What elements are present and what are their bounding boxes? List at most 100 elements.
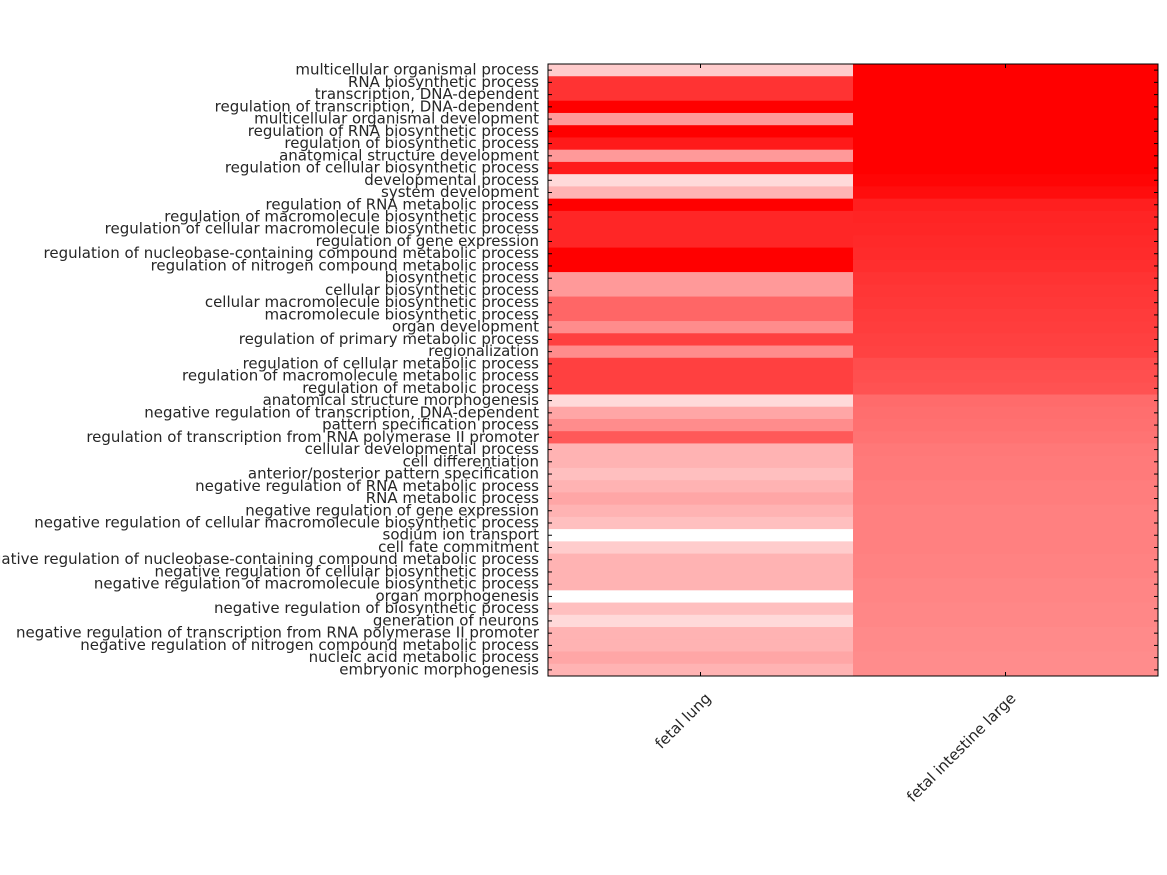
heatmap-cell <box>548 259 854 273</box>
y-tick-label: system development <box>381 183 539 201</box>
heatmap-cell <box>853 627 1159 640</box>
y-tick-label: negative regulation of gene expression <box>245 501 539 519</box>
heatmap-cell <box>548 578 854 591</box>
y-tick-label: regulation of cellular macromolecule bio… <box>105 220 540 238</box>
heatmap-cell <box>548 345 854 359</box>
heatmap-cell <box>853 125 1159 138</box>
heatmap-cell <box>853 272 1159 285</box>
y-tick-label: regulation of RNA metabolic process <box>266 195 540 213</box>
y-tick-label: cellular macromolecule biosynthetic proc… <box>205 293 539 311</box>
heatmap-cell <box>548 553 854 567</box>
heatmap-cell <box>853 590 1159 604</box>
heatmap-cell <box>548 186 854 200</box>
y-tick-label: regulation of transcription from RNA pol… <box>86 428 539 446</box>
heatmap-cell <box>548 614 854 628</box>
heatmap-cell <box>548 516 854 530</box>
heatmap-cell <box>853 553 1159 567</box>
heatmap-cell <box>548 467 854 481</box>
heatmap-cell <box>853 235 1159 249</box>
heatmap-cell <box>853 516 1159 530</box>
heatmap-cell <box>853 602 1159 616</box>
heatmap-cell <box>548 455 854 469</box>
heatmap-cell <box>548 529 854 542</box>
heatmap-cell <box>548 137 854 151</box>
heatmap-cell <box>548 565 854 579</box>
heatmap-cell <box>853 614 1159 628</box>
y-tick-label: macromolecule biosynthetic process <box>264 305 539 323</box>
heatmap-cell <box>548 651 854 665</box>
heatmap-cell <box>548 296 854 310</box>
y-tick-label: regulation of gene expression <box>316 232 539 250</box>
y-tick-label: pattern specification process <box>322 416 539 434</box>
y-tick-label: regulation of RNA biosynthetic process <box>248 122 539 140</box>
y-tick-label: embryonic morphogenesis <box>339 660 539 678</box>
heatmap-cell <box>548 504 854 518</box>
heatmap-cell <box>853 443 1159 457</box>
y-tick-label: regulation of cellular biosynthetic proc… <box>225 159 539 177</box>
y-tick-label: transcription, DNA-dependent <box>315 85 539 103</box>
heatmap-cell <box>548 125 854 138</box>
heatmap-cell <box>853 321 1159 334</box>
heatmap-cell <box>853 333 1159 347</box>
y-tick-label: negative regulation of nucleobase-contai… <box>0 550 539 568</box>
y-tick-label: negative regulation of nitrogen compound… <box>80 636 539 654</box>
y-tick-label: regulation of macromolecule biosynthetic… <box>164 208 539 226</box>
heatmap-cell <box>548 382 854 395</box>
heatmap-cell <box>853 406 1159 420</box>
heatmap-cell <box>853 210 1159 224</box>
heatmap-cell <box>853 480 1159 493</box>
heatmap-cell <box>548 541 854 555</box>
heatmap-cell <box>548 492 854 506</box>
y-tick-label: regulation of transcription, DNA-depende… <box>215 97 539 115</box>
heatmap-cell <box>853 639 1159 653</box>
heatmap-cell <box>548 223 854 236</box>
heatmap-cell <box>548 357 854 371</box>
y-tick-label: negative regulation of cellular biosynth… <box>154 562 539 580</box>
heatmap-cell <box>853 467 1159 481</box>
y-tick-label: cellular developmental process <box>305 440 540 458</box>
y-tick-label: organ morphogenesis <box>375 587 539 605</box>
heatmap-cell <box>548 406 854 420</box>
y-tick-label: regulation of nitrogen compound metaboli… <box>151 256 540 274</box>
y-tick-label: multicellular organismal process <box>295 61 539 79</box>
heatmap-cell <box>853 247 1159 261</box>
y-tick-label: regulation of metabolic process <box>302 379 539 397</box>
y-tick-label: negative regulation of transcription, DN… <box>144 403 539 421</box>
heatmap-cell <box>548 321 854 334</box>
heatmap-cell <box>853 174 1159 187</box>
y-tick-label: RNA biosynthetic process <box>348 73 539 91</box>
heatmap-cell <box>548 663 854 677</box>
y-tick-label: regionalization <box>428 342 539 360</box>
heatmap-cell <box>853 455 1159 469</box>
heatmap-cell <box>853 541 1159 555</box>
heatmap-cell <box>853 492 1159 506</box>
heatmap-cell <box>548 64 854 77</box>
heatmap-cell <box>548 418 854 432</box>
heatmap-cell <box>853 149 1159 163</box>
heatmap-cell <box>548 272 854 285</box>
heatmap-cell <box>853 161 1159 175</box>
y-tick-label: regulation of macromolecule metabolic pr… <box>182 367 539 385</box>
heatmap-cell <box>548 88 854 102</box>
heatmap-cell <box>548 431 854 444</box>
y-tick-label: anterior/posterior pattern specification <box>248 465 539 483</box>
heatmap-cell <box>548 602 854 616</box>
heatmap-cell <box>548 480 854 493</box>
heatmap-cell <box>853 223 1159 236</box>
heatmap-cell <box>853 137 1159 151</box>
y-tick-label: anatomical structure morphogenesis <box>263 391 540 409</box>
y-tick-label: cellular biosynthetic process <box>325 281 539 299</box>
y-tick-label: RNA metabolic process <box>366 489 539 507</box>
y-tick-label: organ development <box>392 318 539 336</box>
heatmap-cell <box>548 639 854 653</box>
y-tick-label: cell differentiation <box>403 452 539 470</box>
y-tick-label: biosynthetic process <box>385 269 540 287</box>
heatmap-cell <box>548 333 854 347</box>
y-tick-label: developmental process <box>364 171 539 189</box>
heatmap-cell <box>548 112 854 126</box>
heatmap-cell <box>853 578 1159 591</box>
heatmap-cell <box>548 198 854 212</box>
y-tick-label: negative regulation of cellular macromol… <box>34 514 539 532</box>
heatmap-cell <box>853 284 1159 298</box>
